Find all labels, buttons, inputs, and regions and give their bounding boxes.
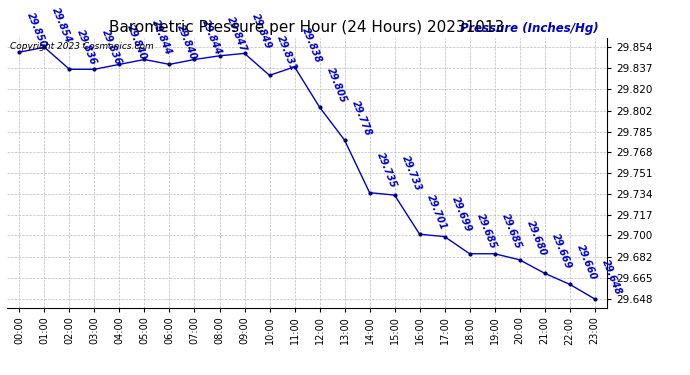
Text: 29.685: 29.685 xyxy=(475,213,498,251)
Text: 29.831: 29.831 xyxy=(275,34,298,73)
Text: Copyright 2023 Cosmonics.com: Copyright 2023 Cosmonics.com xyxy=(10,42,154,51)
Text: 29.680: 29.680 xyxy=(525,219,549,257)
Text: 29.685: 29.685 xyxy=(500,213,524,251)
Title: Barometric Pressure per Hour (24 Hours) 20231013: Barometric Pressure per Hour (24 Hours) … xyxy=(110,20,504,35)
Text: 29.840: 29.840 xyxy=(175,23,198,62)
Text: 29.844: 29.844 xyxy=(150,18,173,57)
Text: 29.660: 29.660 xyxy=(575,243,598,282)
Text: 29.849: 29.849 xyxy=(250,12,273,51)
Text: 29.735: 29.735 xyxy=(375,152,398,190)
Text: Pressure (Inches/Hg): Pressure (Inches/Hg) xyxy=(460,22,598,35)
Text: 29.699: 29.699 xyxy=(450,195,473,234)
Text: 29.836: 29.836 xyxy=(75,28,98,66)
Text: 29.836: 29.836 xyxy=(100,28,124,66)
Text: 29.847: 29.847 xyxy=(225,15,248,53)
Text: 29.778: 29.778 xyxy=(350,99,373,137)
Text: 29.805: 29.805 xyxy=(325,66,348,104)
Text: 29.854: 29.854 xyxy=(50,6,73,45)
Text: 29.840: 29.840 xyxy=(125,23,148,62)
Text: 29.701: 29.701 xyxy=(425,193,449,231)
Text: 29.850: 29.850 xyxy=(25,11,48,50)
Text: 29.733: 29.733 xyxy=(400,154,424,192)
Text: 29.669: 29.669 xyxy=(550,232,573,270)
Text: 29.648: 29.648 xyxy=(600,258,624,296)
Text: 29.844: 29.844 xyxy=(200,18,224,57)
Text: 29.838: 29.838 xyxy=(300,26,324,64)
